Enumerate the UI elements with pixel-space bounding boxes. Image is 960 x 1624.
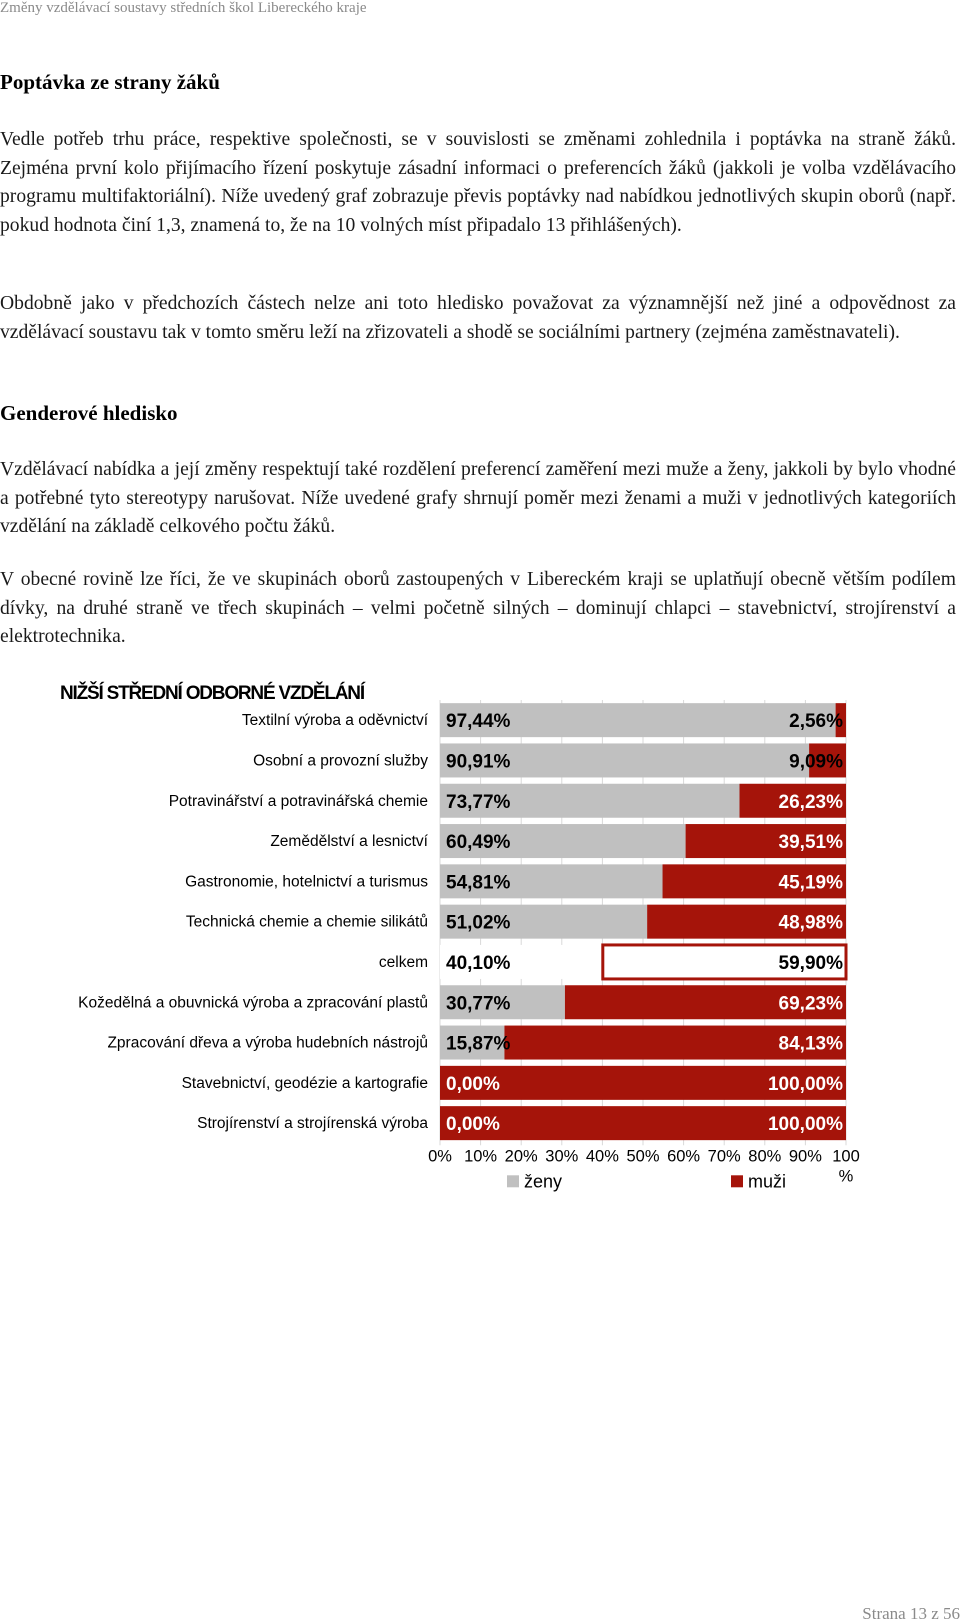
data-label-women: 0,00% (446, 1114, 500, 1135)
data-label-men: 26,23% (779, 792, 844, 813)
bar-women (440, 783, 740, 818)
paragraph-demand-1: Vedle potřeb trhu práce, respektive spol… (0, 129, 956, 236)
x-tick-label: 40% (586, 1147, 619, 1165)
x-tick-label: 100 (832, 1147, 860, 1165)
data-label-women: 51,02% (446, 913, 511, 934)
legend-label-women: ženy (524, 1171, 562, 1191)
stacked-bar-chart: Textilní výroba a oděvnictví 97,44% 2,56% O… (78, 700, 860, 1191)
section-heading-gender: Genderové hledisko (0, 401, 178, 425)
page-number: Strana 13 z 56 (862, 1604, 960, 1623)
data-label-women: 54,81% (446, 872, 511, 893)
bar-men (440, 1065, 846, 1100)
bar-women (440, 904, 648, 939)
category-label: Osobní a provozní služby (253, 752, 428, 769)
bar-women (440, 743, 810, 778)
data-label-men: 69,23% (779, 993, 844, 1014)
bar-men (835, 703, 846, 738)
x-tick-label-unit: % (839, 1167, 854, 1185)
bar-women (440, 864, 663, 899)
data-label-women: 40,10% (446, 953, 511, 974)
category-label: Strojírenství a strojírenská výroba (197, 1115, 428, 1132)
category-label: Zemědělství a lesnictví (270, 833, 428, 850)
data-label-men: 39,51% (779, 832, 844, 853)
category-label: celkem (379, 954, 428, 971)
bar-women (440, 703, 836, 738)
data-label-women: 30,77% (446, 993, 511, 1014)
data-label-women: 15,87% (446, 1034, 511, 1055)
x-tick-label: 60% (667, 1147, 700, 1165)
bar-men (662, 864, 846, 899)
bar-men (739, 783, 846, 818)
x-tick-label: 20% (505, 1147, 538, 1165)
data-label-men: 48,98% (779, 913, 844, 934)
data-label-men: 45,19% (779, 872, 844, 893)
data-label-women: 97,44% (446, 711, 511, 732)
data-label-men: 59,90% (779, 953, 844, 974)
data-label-men: 2,56% (789, 711, 843, 732)
data-label-men: 84,13% (779, 1034, 844, 1055)
legend-swatch-men (731, 1175, 743, 1188)
x-tick-label: 90% (789, 1147, 822, 1165)
data-label-women: 0,00% (446, 1074, 500, 1095)
data-label-women: 90,91% (446, 751, 511, 772)
category-label: Kožedělná a obuvnická výroba a zpracován… (78, 994, 428, 1011)
bar-men (440, 1106, 846, 1141)
paragraph-gender-1: Vzdělávací nabídka a její změny respektu… (0, 459, 956, 537)
data-label-men: 100,00% (768, 1074, 843, 1095)
category-label: Gastronomie, hotelnictví a turismus (185, 873, 428, 890)
bar-men (504, 1025, 846, 1060)
chart-title: NIŽŠÍ STŘEDNÍ ODBORNÉ VZDĚLÁNÍ (60, 683, 365, 704)
bar-women (440, 985, 565, 1020)
x-tick-label: 80% (748, 1147, 781, 1165)
bar-men (647, 904, 846, 939)
category-label: Textilní výroba a oděvnictví (242, 712, 429, 729)
paragraph-gender-2: V obecné rovině lze říci, že ve skupinác… (0, 569, 956, 647)
section-heading-demand: Poptávka ze strany žáků (0, 70, 220, 94)
bar-men (685, 824, 846, 859)
paragraph-demand-2: Obdobně jako v předchozích částech nelze… (0, 293, 956, 343)
data-label-women: 60,49% (446, 832, 511, 853)
bar-men (564, 985, 846, 1020)
category-label: Stavebnictví, geodézie a kartografie (182, 1075, 428, 1092)
x-tick-label: 10% (464, 1147, 497, 1165)
x-tick-label: 50% (626, 1147, 659, 1165)
data-label-men: 9,09% (789, 751, 843, 772)
legend-label-men: muži (748, 1171, 786, 1191)
category-label: Zpracování dřeva a výroba hudebních nást… (107, 1035, 428, 1052)
category-label: Potravinářství a potravinářská chemie (169, 793, 428, 810)
data-label-women: 73,77% (446, 792, 511, 813)
data-label-men: 100,00% (768, 1114, 843, 1135)
bar-women (440, 1025, 505, 1060)
bar-men-highlight (601, 943, 848, 981)
running-header: Změny vzdělávací soustavy středních škol… (0, 0, 367, 16)
bar-women (440, 944, 603, 979)
bar-men (809, 743, 846, 778)
x-tick-label: 30% (545, 1147, 578, 1165)
category-label: Technická chemie a chemie silikátů (186, 914, 428, 931)
x-tick-label: 70% (708, 1147, 741, 1165)
bar-women (440, 824, 686, 859)
legend-swatch-women (507, 1175, 519, 1188)
x-tick-label: 0% (428, 1147, 452, 1165)
